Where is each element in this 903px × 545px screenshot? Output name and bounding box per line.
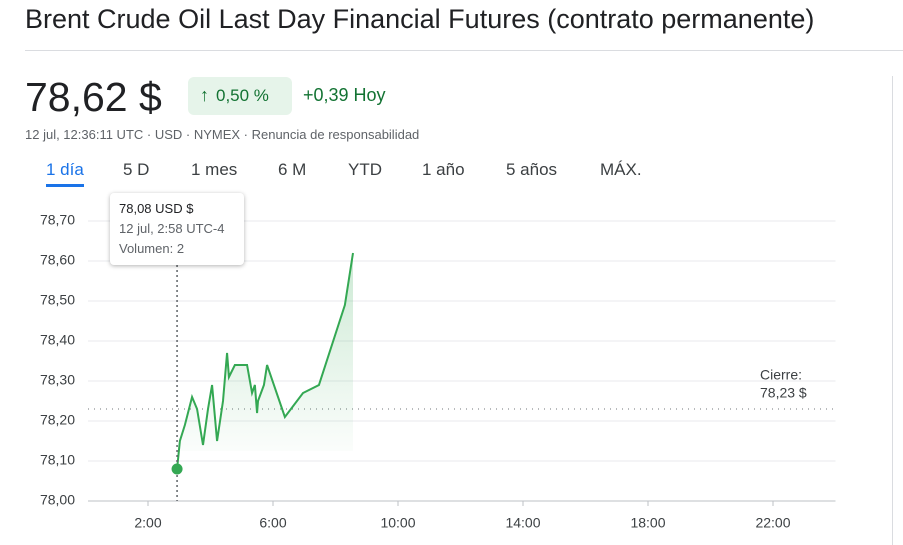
x-tick-label: 2:00 bbox=[134, 515, 161, 531]
y-tick-label: 78,20 bbox=[40, 412, 75, 428]
tab[interactable]: 5 D bbox=[123, 160, 150, 179]
arrow-icon: ↑ bbox=[200, 85, 209, 105]
x-tick-label: 14:00 bbox=[505, 515, 540, 531]
reference-label: Cierre: bbox=[760, 367, 802, 383]
tab[interactable]: 1 mes bbox=[191, 160, 238, 179]
reference-value: 78,23 $ bbox=[760, 385, 807, 401]
price-line bbox=[176, 252, 354, 470]
y-tick-label: 78,10 bbox=[40, 452, 75, 468]
tooltip: 78,08 USD $ 12 jul, 2:58 UTC-4 Volumen: … bbox=[110, 193, 244, 265]
title: Brent Crude Oil Last Day Financial Futur… bbox=[25, 4, 815, 34]
change-pct: 0,50 % bbox=[216, 86, 269, 105]
x-tick-label: 22:00 bbox=[755, 515, 790, 531]
panel-border bbox=[892, 76, 893, 545]
meta: 12 jul, 12:36:11 UTC · USD · NYMEX · Ren… bbox=[25, 127, 420, 142]
tab[interactable]: 1 año bbox=[422, 160, 465, 179]
tab[interactable]: 6 M bbox=[278, 160, 307, 179]
divider bbox=[25, 50, 903, 51]
tooltip-volume: Volumen: 2 bbox=[119, 241, 185, 256]
tab[interactable]: 5 años bbox=[506, 160, 558, 179]
tab[interactable]: YTD bbox=[348, 160, 382, 179]
y-tick-label: 78,40 bbox=[40, 332, 75, 348]
tab[interactable]: MÁX. bbox=[600, 160, 642, 179]
hover-point bbox=[171, 463, 183, 475]
tooltip-time: 12 jul, 2:58 UTC-4 bbox=[119, 221, 225, 236]
tab[interactable]: 1 día bbox=[46, 160, 84, 187]
price: 78,62 $ bbox=[25, 74, 162, 120]
y-tick-label: 78,60 bbox=[40, 252, 75, 268]
x-tick-label: 6:00 bbox=[259, 515, 286, 531]
change-abs: +0,39 Hoy bbox=[303, 85, 386, 105]
tooltip-price: 78,08 USD $ bbox=[119, 201, 194, 216]
y-tick-label: 78,70 bbox=[40, 212, 75, 228]
y-tick-label: 78,00 bbox=[40, 492, 75, 508]
x-tick-label: 10:00 bbox=[380, 515, 415, 531]
x-tick-label: 18:00 bbox=[630, 515, 665, 531]
change-badge: ↑ 0,50 % bbox=[188, 77, 292, 115]
y-tick-label: 78,50 bbox=[40, 292, 75, 308]
y-tick-label: 78,30 bbox=[40, 372, 75, 388]
